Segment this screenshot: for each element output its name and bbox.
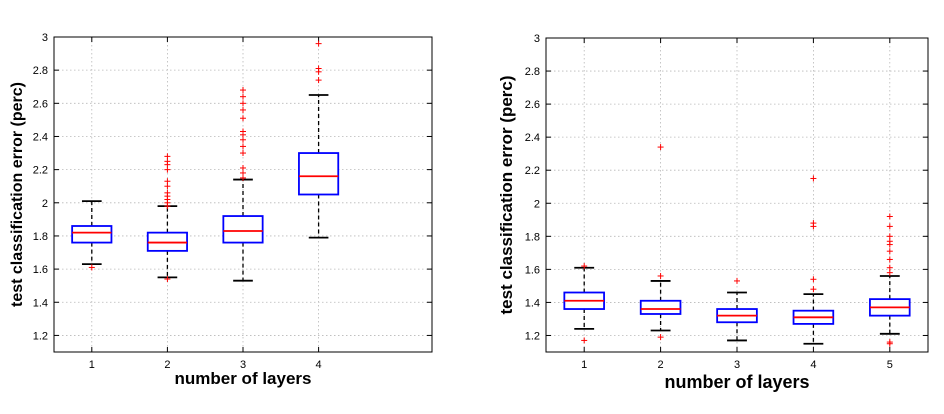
chart-1: 1.2 1.4 1.6 1.8 2 2.2 2.4 2.6 2.8 3 1 2 3 4 number of … (9, 32, 433, 388)
outlier-marker (315, 40, 322, 47)
x-tick-label: 1 (581, 359, 587, 371)
x-tick-label: 3 (240, 359, 246, 371)
x-tick-label: 1 (89, 359, 95, 371)
y-tick-label: 2.4 (33, 131, 48, 143)
outlier-marker (164, 189, 171, 196)
box-iqr (71, 225, 113, 244)
y-tick-label: 1.8 (525, 231, 540, 243)
outlier-marker (315, 65, 322, 72)
box-2 (639, 144, 682, 341)
box-5 (869, 213, 911, 347)
outlier-marker (734, 277, 740, 284)
outlier-marker (886, 233, 893, 240)
outlier-marker (886, 223, 893, 230)
y-tick-label: 2.4 (525, 132, 540, 144)
box-1 (71, 200, 113, 271)
x-tick-label: 3 (734, 359, 740, 371)
x-tick-label: 2 (164, 359, 170, 371)
y-tick-label: 2.6 (33, 98, 48, 110)
outlier-marker (240, 164, 246, 171)
y-axis-label: test classification error (perc) (497, 75, 516, 314)
outlier-marker (810, 220, 817, 227)
outlier-marker (886, 248, 893, 255)
outlier-marker (240, 115, 246, 122)
outlier-marker (240, 128, 246, 135)
y-tick-label: 1.4 (525, 297, 540, 309)
box-iqr (222, 215, 264, 244)
y-tick-label: 2 (534, 198, 540, 210)
x-tick-label: 4 (810, 359, 816, 371)
outlier-marker (88, 264, 95, 271)
box-2 (146, 153, 188, 283)
outlier-marker (164, 178, 171, 185)
y-tick-label: 1.8 (33, 231, 48, 243)
y-tick-label: 2.8 (525, 66, 540, 78)
outlier-marker (886, 213, 893, 220)
box-4 (792, 175, 835, 345)
x-axis-label: number of layers (664, 372, 809, 392)
box-iqr (298, 152, 340, 196)
outlier-marker (240, 87, 246, 94)
box-1 (563, 263, 605, 344)
outlier-marker (164, 276, 171, 283)
outlier-marker (657, 272, 664, 279)
x-axis-label: number of layers (175, 369, 312, 388)
outlier-marker (810, 276, 817, 283)
outlier-marker (164, 153, 171, 160)
y-tick-label: 3 (534, 33, 540, 45)
chart-2: 1.2 1.4 1.6 1.8 2 2.2 2.4 2.6 2.8 3 1 2 3 4 5 number of… (497, 33, 929, 392)
y-axis-label: test classification error (perc) (9, 82, 26, 307)
y-tick-label: 1.2 (525, 330, 540, 342)
y-tick-label: 2.8 (33, 65, 48, 77)
box-iqr (639, 299, 682, 315)
y-tick-label: 2.2 (525, 165, 540, 177)
outlier-marker (886, 339, 893, 346)
box-4 (298, 40, 340, 239)
y-tick-label: 2 (42, 198, 48, 210)
y-tick-label: 1.2 (33, 330, 48, 342)
outlier-marker (810, 286, 817, 293)
outlier-marker (240, 143, 246, 150)
outlier-marker (240, 150, 246, 157)
outlier-marker (886, 256, 893, 263)
outlier-marker (240, 100, 246, 107)
y-tick-label: 2.2 (33, 165, 48, 177)
y-tick-label: 2.6 (525, 99, 540, 111)
box-3 (716, 277, 758, 342)
x-tick-label: 4 (316, 359, 322, 371)
x-tick-label: 2 (658, 359, 664, 371)
outlier-marker (581, 263, 588, 270)
outlier-marker (240, 93, 246, 100)
outlier-marker (810, 175, 817, 182)
y-tick-label: 1.4 (33, 297, 48, 309)
outlier-marker (657, 144, 664, 151)
box-3 (222, 87, 264, 282)
y-tick-label: 3 (42, 32, 48, 44)
outlier-marker (581, 337, 588, 344)
x-tick-label: 5 (887, 359, 893, 371)
outlier-marker (657, 334, 664, 341)
y-tick-label: 1.6 (525, 264, 540, 276)
outlier-marker (886, 264, 893, 271)
outlier-marker (315, 77, 322, 84)
outlier-marker (240, 106, 246, 113)
y-tick-label: 1.6 (33, 264, 48, 276)
